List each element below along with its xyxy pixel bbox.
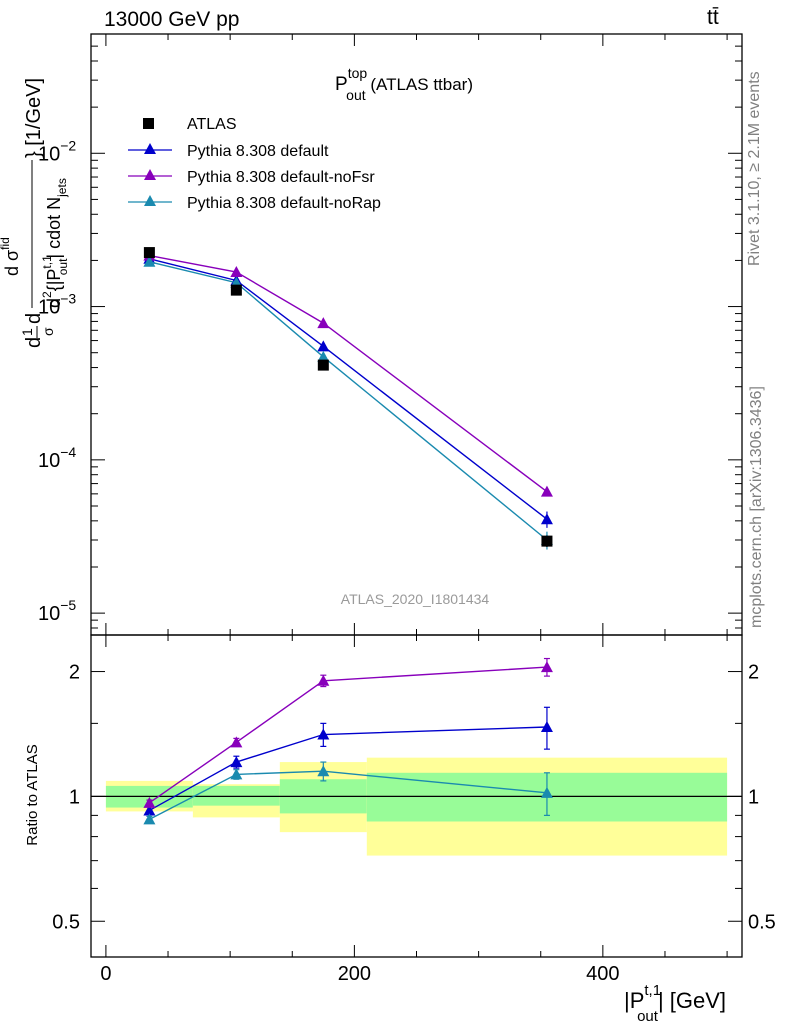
legend-label-nofsr: Pythia 8.308 default-noFsr: [187, 169, 375, 186]
svg-text:d: d: [23, 337, 45, 348]
series-point-2-2: [317, 350, 330, 362]
series-point-1-1: [230, 266, 243, 278]
ratio-tick-label-left-0.5: 0.5: [52, 911, 80, 933]
ratio-tick-label-right-1: 1: [748, 786, 759, 808]
chart-title: Ptop out (ATLAS ttbar): [335, 65, 473, 103]
series-layer: [143, 247, 553, 825]
series-point-2-0: [143, 255, 156, 267]
ratio-line-1: [148, 666, 547, 804]
legend-label-data: ATLAS: [187, 116, 237, 133]
axis-ticks: [91, 33, 742, 957]
ratio-point-1-2: [317, 674, 330, 686]
legend-marker-default: [144, 143, 156, 154]
ratio-point-1-3: [540, 661, 553, 673]
ratio-tick-label-left-1: 1: [69, 786, 80, 808]
ratio-tick-label-right-0.5: 0.5: [748, 911, 776, 933]
y-tick-label-1: 10−4: [38, 444, 76, 472]
ratio-point-2-3: [540, 786, 553, 798]
ratio-point-0-3: [540, 721, 553, 733]
ratio-line-0: [149, 726, 547, 812]
legend-marker-data: [143, 118, 154, 129]
data-point-3: [541, 535, 553, 547]
series-point-1-3: [540, 485, 553, 497]
ratio-line-2: [149, 770, 548, 821]
series-point-0-2: [317, 340, 330, 352]
series-line-2: [149, 261, 548, 541]
legend-label-norap: Pythia 8.308 default-noRap: [187, 195, 381, 212]
ratio-point-2-0: [143, 813, 156, 825]
process-label: tt̄: [707, 6, 719, 29]
data-point-0: [143, 247, 155, 259]
ratio-point-1-1: [230, 736, 243, 748]
ratio-uncertainty-bands: [91, 757, 742, 856]
ratio-y-axis-label: Ratio to ATLAS: [24, 744, 41, 845]
svg-text:} [1/GeV]: } [1/GeV]: [23, 78, 45, 158]
series-line-0: [149, 258, 548, 520]
series-line-1: [149, 254, 548, 493]
legend-label-default: Pythia 8.308 default: [187, 143, 329, 160]
series-point-0-3: [540, 513, 553, 525]
ratio-point-0-1: [230, 756, 243, 768]
x-axis-label: |Pt,1 out| [GeV]: [624, 982, 726, 1024]
data-point-2: [317, 359, 329, 371]
energy-label: 13000 GeV pp: [104, 8, 240, 31]
y-tick-label-3: 10−2: [38, 137, 76, 165]
ratio-point-0-0: [143, 804, 156, 816]
legend: ATLAS Pythia 8.308 default Pythia 8.308 …: [128, 116, 381, 212]
ratio-point-2-2: [317, 765, 330, 777]
analysis-label: ATLAS_2020_I1801434: [341, 591, 490, 607]
x-tick-label-0: 0: [100, 963, 111, 985]
ratio-point-0-2: [317, 728, 330, 740]
data-point-1: [230, 284, 242, 296]
svg-text:σ: σ: [40, 327, 56, 336]
ratio-tick-label-right-2: 2: [748, 662, 759, 684]
rivet-version-label: Rivet 3.1.10, ≥ 2.1M events: [746, 71, 763, 266]
ratio-point-1-0: [143, 796, 156, 808]
x-tick-label-200: 200: [338, 963, 371, 985]
mcplots-source-label: mcplots.cern.ch [arXiv:1306.3436]: [748, 386, 765, 628]
svg-text:d: d: [23, 313, 45, 324]
x-tick-label-400: 400: [586, 963, 619, 985]
svg-text:d σfid: d σfid: [0, 237, 22, 276]
legend-marker-nofsr: [144, 169, 156, 180]
axis-labels: 0 200 400 10−5 10−4 10−3 10−2 0.5 0.5 1 1 2 2: [38, 137, 776, 985]
series-point-1-2: [317, 317, 330, 329]
y-axis-label: d 1 σ d d σfid d2{|Pt,1 out| cdot Njets }…: [0, 78, 70, 348]
ratio-band-stat-1: [192, 785, 280, 806]
y-tick-label-0: 10−5: [38, 597, 76, 625]
svg-text:1: 1: [19, 328, 35, 336]
y-tick-label-2: 10−3: [38, 291, 76, 319]
ratio-tick-label-left-2: 2: [69, 662, 80, 684]
legend-marker-norap: [144, 195, 156, 206]
ratio-point-2-1: [230, 768, 243, 780]
